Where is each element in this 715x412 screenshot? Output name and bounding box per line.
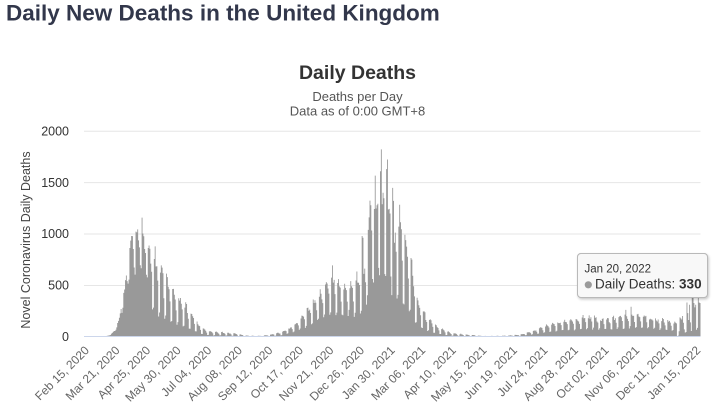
svg-text:Data as of 0:00 GMT+8: Data as of 0:00 GMT+8 xyxy=(290,104,425,119)
svg-text:1000: 1000 xyxy=(41,227,69,241)
svg-text:Daily New Deaths in the United: Daily New Deaths in the United Kingdom xyxy=(6,1,440,26)
svg-text:Jan 20, 2022: Jan 20, 2022 xyxy=(585,264,652,276)
svg-text:2000: 2000 xyxy=(41,124,69,138)
svg-text:Deaths per Day: Deaths per Day xyxy=(312,89,403,104)
svg-text:Daily Deaths: 330: Daily Deaths: 330 xyxy=(595,277,702,292)
svg-text:Novel Coronavirus Daily Deaths: Novel Coronavirus Daily Deaths xyxy=(19,151,33,328)
svg-text:500: 500 xyxy=(48,279,69,293)
svg-text:1500: 1500 xyxy=(41,176,69,190)
svg-text:0: 0 xyxy=(62,330,69,344)
svg-text:Daily Deaths: Daily Deaths xyxy=(299,62,416,84)
